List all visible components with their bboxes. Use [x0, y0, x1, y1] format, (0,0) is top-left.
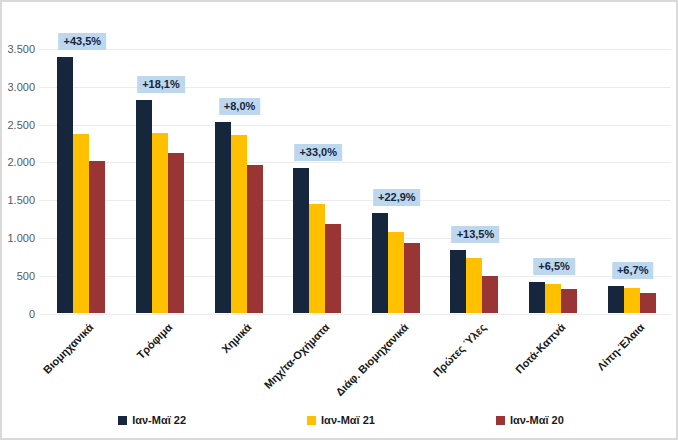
gridline: [39, 49, 671, 50]
y-axis-tick-label: 3.000: [2, 80, 35, 94]
x-axis-category-label: Τρόφιμα: [134, 321, 174, 361]
bar-Ιαν-Μαϊ-21: [309, 204, 325, 314]
bar-Ιαν-Μαϊ-20: [325, 224, 341, 313]
bar-Ιαν-Μαϊ-21: [466, 258, 482, 314]
x-axis-category-label: Πρώτες Ύλες: [431, 321, 489, 379]
bar-Ιαν-Μαϊ-21: [231, 135, 247, 313]
y-axis-tick-label: 3.500: [2, 42, 35, 56]
x-axis-category-label: Βιομηχανικά: [41, 321, 96, 376]
bar-Ιαν-Μαϊ-21: [152, 133, 168, 314]
y-axis-tick-label: 1.000: [2, 231, 35, 245]
bar-Ιαν-Μαϊ-20: [168, 153, 184, 314]
bar-Ιαν-Μαϊ-22: [529, 282, 545, 314]
x-axis-category-label: Ποτά-Καπνά: [513, 321, 568, 376]
gridline: [39, 238, 671, 239]
bar-Ιαν-Μαϊ-20: [89, 161, 105, 314]
percent-change-label: +22,9%: [373, 189, 421, 206]
legend: Ιαν-Μαϊ 22 Ιαν-Μαϊ 21 Ιαν-Μαϊ 20: [2, 414, 678, 426]
x-axis-category-label: Μηχ/τα-Οχήματα: [262, 321, 332, 391]
percent-change-label: +43,5%: [59, 33, 107, 50]
y-axis-tick-label: 2.000: [2, 155, 35, 169]
percent-change-label: +6,7%: [612, 262, 654, 279]
percent-change-label: +13,5%: [452, 226, 500, 243]
bar-Ιαν-Μαϊ-22: [57, 57, 73, 314]
gridline: [39, 200, 671, 201]
gridline: [39, 276, 671, 277]
legend-item: Ιαν-Μαϊ 21: [307, 414, 375, 426]
bar-Ιαν-Μαϊ-20: [640, 293, 656, 313]
bar-chart: 0 500 1.000 1.500 2.000 2.500 3.000 3.500 +43,5%…: [0, 0, 678, 440]
bar-Ιαν-Μαϊ-21: [545, 284, 561, 314]
bar-Ιαν-Μαϊ-20: [482, 276, 498, 313]
y-axis-tick-label: 500: [2, 269, 35, 283]
percent-change-label: +8,0%: [219, 98, 261, 115]
bar-Ιαν-Μαϊ-21: [73, 134, 89, 313]
gridline: [39, 162, 671, 163]
legend-label: Ιαν-Μαϊ 20: [510, 414, 564, 426]
legend-label: Ιαν-Μαϊ 22: [132, 414, 186, 426]
percent-change-label: +33,0%: [294, 144, 342, 161]
percent-change-label: +18,1%: [137, 76, 185, 93]
y-axis-tick-label: 1.500: [2, 193, 35, 207]
bar-Ιαν-Μαϊ-20: [404, 243, 420, 313]
gridline: [39, 125, 671, 126]
x-axis-category-label: Λίπη-Έλαια: [594, 321, 646, 373]
bar-Ιαν-Μαϊ-20: [247, 165, 263, 314]
bar-Ιαν-Μαϊ-22: [372, 213, 388, 314]
bar-Ιαν-Μαϊ-22: [293, 168, 309, 314]
bar-Ιαν-Μαϊ-22: [215, 122, 231, 314]
x-axis-category-label: Διάφ. Βιομηχανικά: [333, 321, 410, 398]
legend-item: Ιαν-Μαϊ 22: [118, 414, 186, 426]
x-axis-category-label: Χημικά: [219, 321, 253, 355]
legend-swatch: [307, 416, 316, 425]
bar-Ιαν-Μαϊ-21: [388, 232, 404, 314]
legend-item: Ιαν-Μαϊ 20: [496, 414, 564, 426]
legend-label: Ιαν-Μαϊ 21: [321, 414, 375, 426]
bar-Ιαν-Μαϊ-22: [450, 250, 466, 313]
bar-Ιαν-Μαϊ-22: [136, 100, 152, 313]
y-axis-tick-label: 2.500: [2, 118, 35, 132]
percent-change-label: +6,5%: [533, 258, 575, 275]
bar-Ιαν-Μαϊ-20: [561, 289, 577, 314]
gridline: [39, 87, 671, 88]
bar-Ιαν-Μαϊ-22: [608, 286, 624, 313]
gridline: [39, 314, 671, 315]
legend-swatch: [118, 416, 127, 425]
bar-Ιαν-Μαϊ-21: [624, 288, 640, 314]
legend-swatch: [496, 416, 505, 425]
y-axis-tick-label: 0: [2, 307, 35, 321]
